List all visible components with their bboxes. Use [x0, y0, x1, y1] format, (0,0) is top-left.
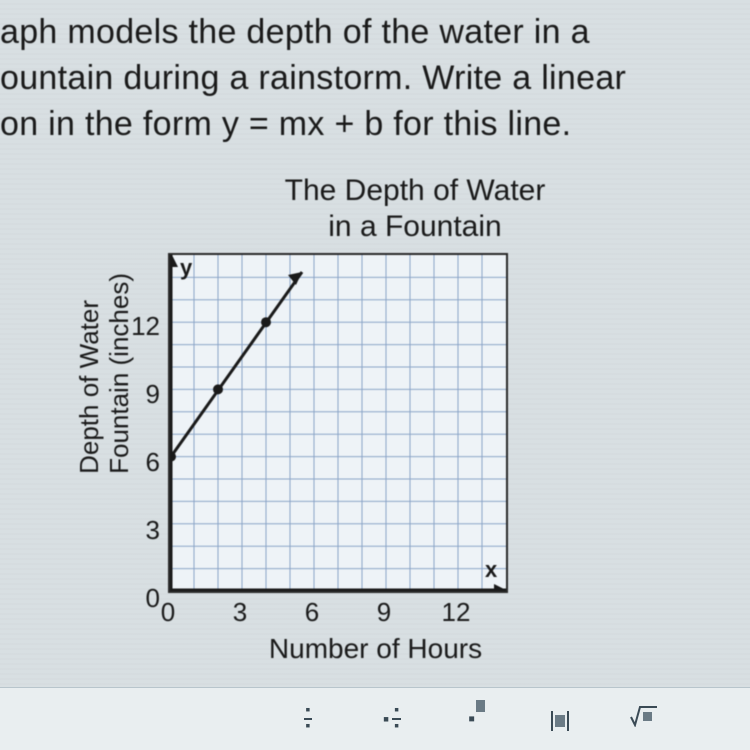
math-toolbar: ▪▪ ▪▪▪ ▪. [0, 687, 750, 750]
chart-body: Depth of Water Fountain (inches) 12 9 6 … [90, 253, 650, 665]
fraction-tool[interactable]: ▪▪ [290, 704, 326, 734]
chart: The Depth of Water in a Fountain Depth o… [90, 173, 650, 665]
xtick-9: 9 [377, 597, 391, 628]
gridlines [170, 255, 506, 591]
problem-line-1: aph models the depth of the water in a [0, 13, 590, 51]
xtick-0: 0 [161, 597, 175, 628]
chart-grid: y x [168, 253, 508, 593]
y-ticks: 12 9 6 3 0 [120, 273, 160, 593]
chart-title: The Depth of Water in a Fountain [180, 173, 650, 245]
square-root-tool[interactable] [626, 704, 662, 734]
problem-text: aph models the depth of the water in a o… [0, 0, 750, 173]
problem-line-3: on in the form y = mx + b for this line. [0, 105, 571, 143]
xtick-6: 6 [305, 597, 319, 628]
x-arrowhead [494, 584, 506, 591]
x-axis-letter: x [485, 557, 498, 582]
y-axis-letter: y [180, 255, 193, 280]
mixed-number-tool[interactable]: ▪▪▪ [374, 704, 410, 734]
chart-title-line-1: The Depth of Water [285, 174, 546, 207]
problem-line-2: ountain during a rainstorm. Write a line… [0, 59, 626, 97]
exponent-tool[interactable]: ▪. [458, 708, 494, 731]
y-arrowhead [170, 255, 178, 267]
xtick-3: 3 [233, 597, 247, 628]
xtick-12: 12 [442, 597, 471, 628]
chart-title-line-2: in a Fountain [328, 210, 501, 243]
data-point-1 [213, 384, 223, 394]
data-point-2 [261, 317, 271, 327]
x-axis-label: Number of Hours [243, 633, 508, 665]
absolute-value-tool[interactable] [542, 706, 578, 732]
